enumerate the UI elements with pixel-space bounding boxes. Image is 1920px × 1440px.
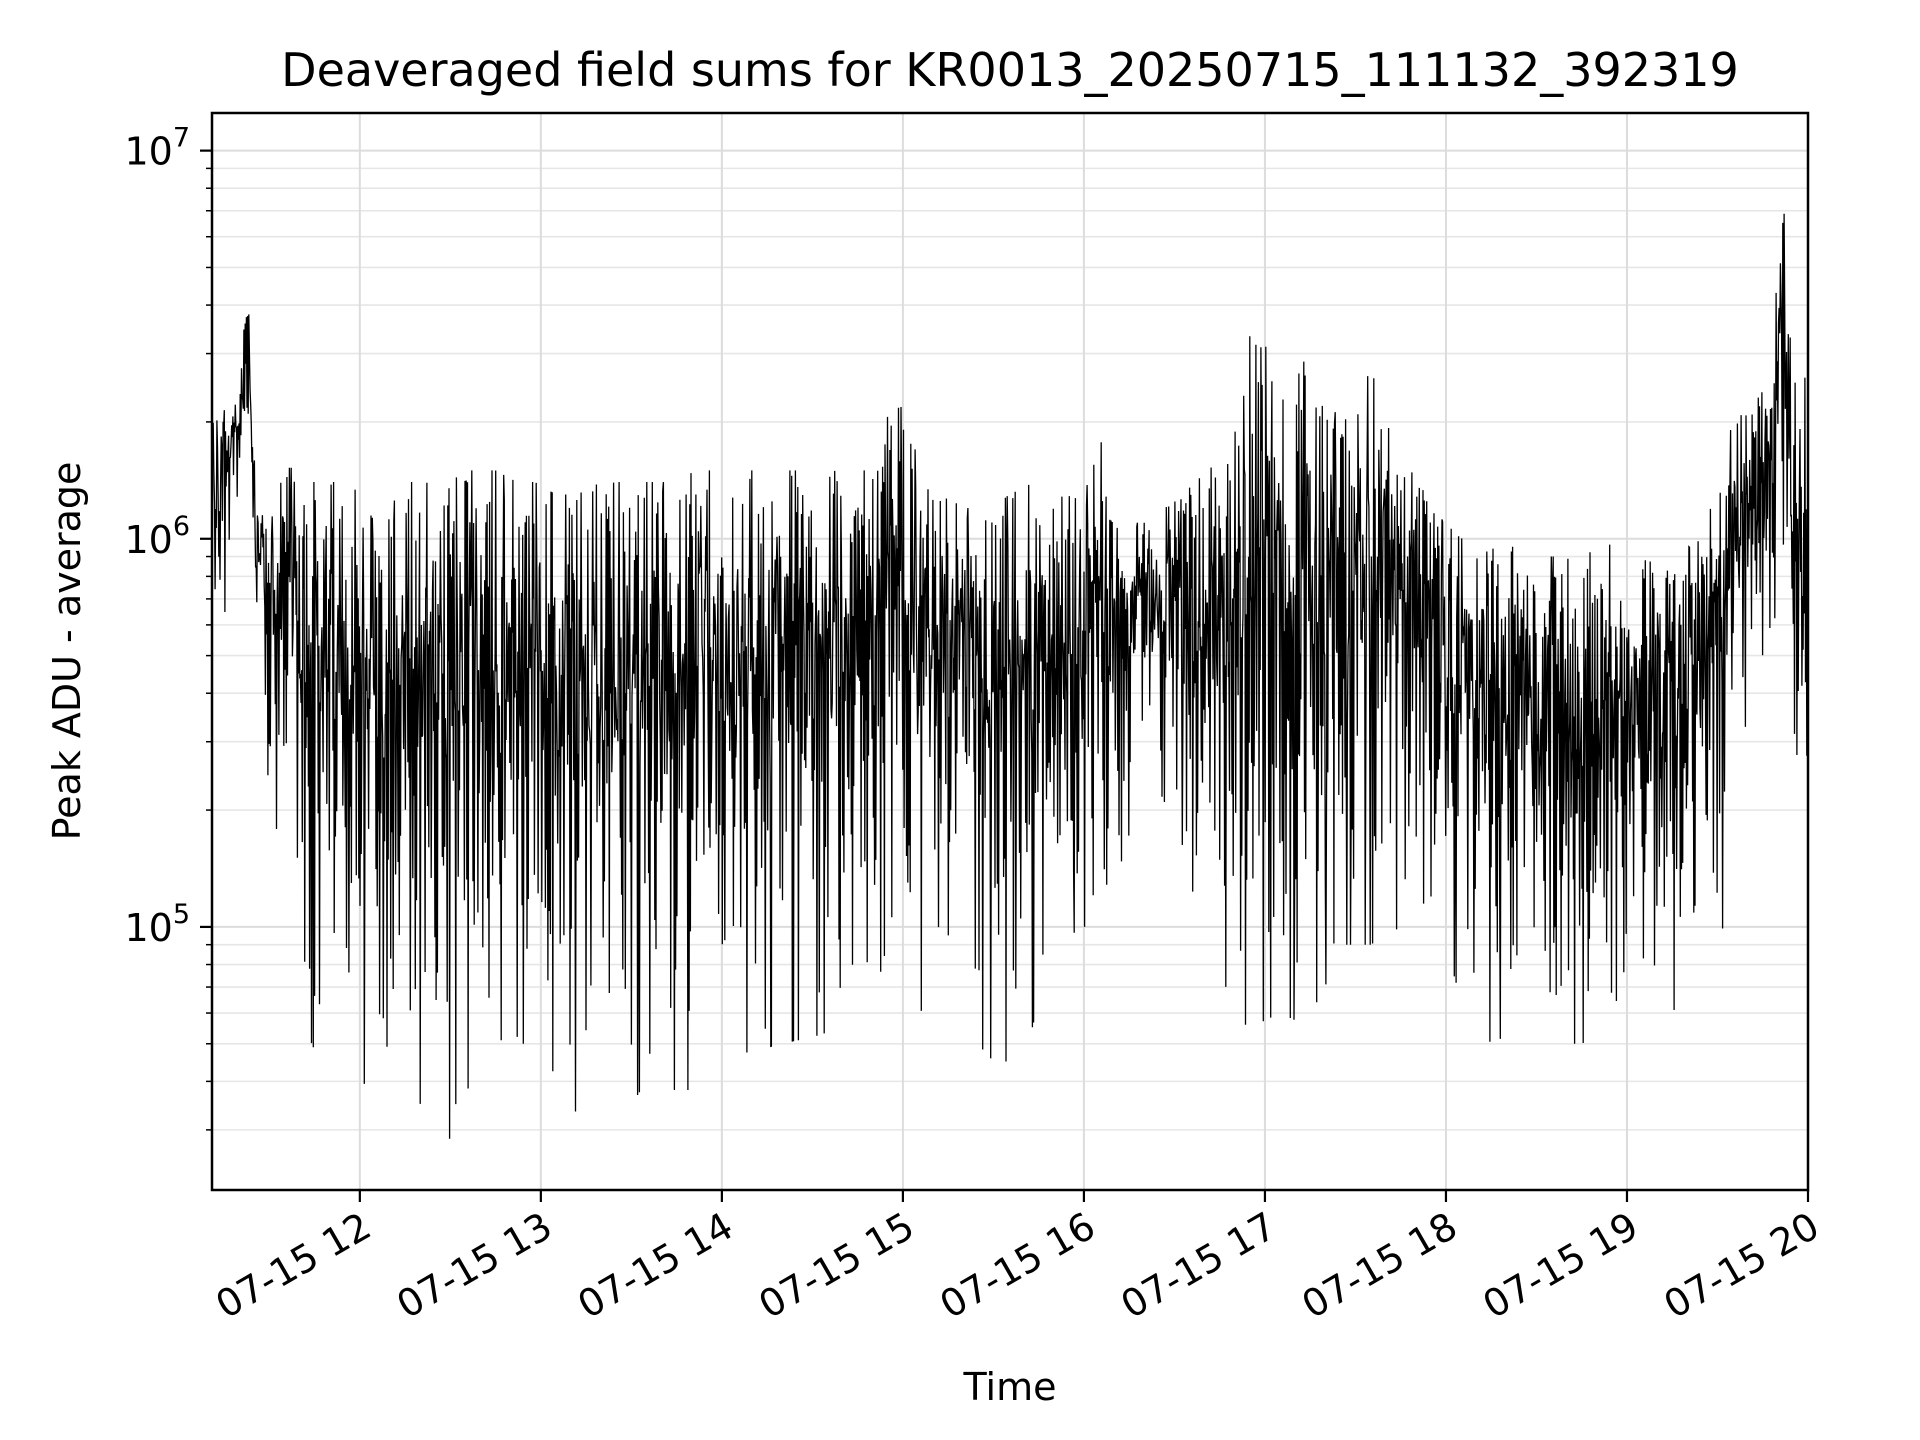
series-group (212, 213, 1808, 1139)
series-line (212, 213, 1808, 1139)
y-tick-label: 106 (124, 511, 190, 562)
y-tick-label: 107 (124, 123, 190, 174)
plot-frame (210, 111, 1810, 1192)
chart-title: Deaveraged field sums for KR0013_2025071… (281, 43, 1739, 97)
y-axis-label: Peak ADU - average (45, 462, 89, 841)
x-axis-label: Time (963, 1365, 1057, 1409)
y-tick-label: 105 (124, 899, 190, 950)
